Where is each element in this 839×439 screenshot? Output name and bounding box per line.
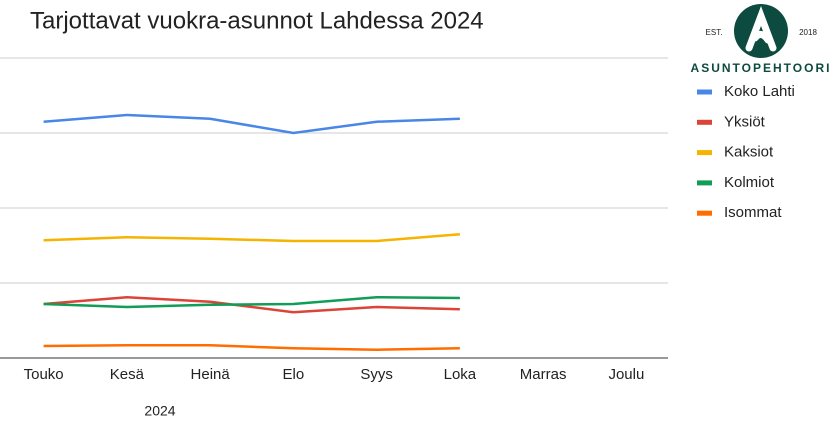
x-tick-label: Syys [360,366,393,383]
logo-name: ASUNTOPEHTOORI [691,61,832,75]
logo-est: EST. [706,28,723,37]
legend-label: Koko Lahti [724,83,795,100]
series-line [43,295,460,314]
series-line [43,233,460,243]
logo-year: 2018 [799,28,817,37]
legend-swatch [697,150,712,156]
logo-icon [745,6,777,52]
legend-label: Kaksiot [724,144,774,161]
logo: EST. 2018 ASUNTOPEHTOORI [691,4,832,75]
x-tick-label: Kesä [110,366,145,383]
series-line [43,295,460,309]
x-axis-label: 2024 [144,403,175,419]
x-tick-label: Loka [444,366,477,383]
series-line [43,344,460,352]
x-tick-label: Marras [520,366,567,383]
x-tick-label: Heinä [191,366,231,383]
chart-title: Tarjottavat vuokra-asunnot Lahdessa 2024 [30,7,484,34]
x-tick-label: Touko [24,366,64,383]
legend-swatch [697,89,712,95]
legend-swatch [697,119,712,125]
legend-swatch [697,210,712,216]
legend-label: Isommat [724,204,782,221]
x-tick-label: Elo [283,366,305,383]
series-line [43,113,460,135]
legend-label: Yksiöt [724,113,766,130]
x-tick-label: Joulu [608,366,644,383]
legend-swatch [697,180,712,186]
legend-label: Kolmiot [724,174,775,191]
